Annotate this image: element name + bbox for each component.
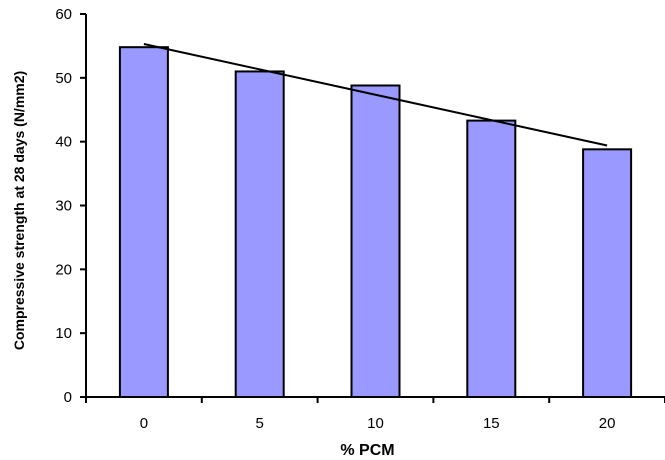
bar-20: [583, 149, 631, 397]
x-axis-title: % PCM: [340, 442, 394, 459]
y-tick-label: 30: [55, 198, 72, 215]
y-axis-title: Compressive strength at 28 days (N/mm2): [11, 71, 27, 350]
y-tick-label: 20: [55, 261, 72, 278]
bar-15: [467, 121, 515, 397]
x-tick-label: 10: [367, 415, 384, 432]
y-tick-label: 40: [55, 134, 72, 151]
y-tick-label: 0: [64, 389, 72, 406]
x-tick-label: 15: [483, 415, 500, 432]
y-tick-label: 50: [55, 70, 72, 87]
bar-5: [236, 71, 284, 397]
x-tick-label: 5: [256, 415, 264, 432]
bar-10: [352, 85, 400, 397]
x-ticks-layer: 0 5 10 15 20: [86, 397, 665, 432]
y-ticks-layer: 0 10 20 30 40 50 60: [55, 6, 86, 406]
y-tick-label: 60: [55, 6, 72, 23]
bar-0: [120, 47, 168, 397]
x-tick-label: 0: [140, 415, 148, 432]
y-tick-label: 10: [55, 325, 72, 342]
bars-layer: [120, 47, 631, 397]
x-tick-label: 20: [599, 415, 616, 432]
